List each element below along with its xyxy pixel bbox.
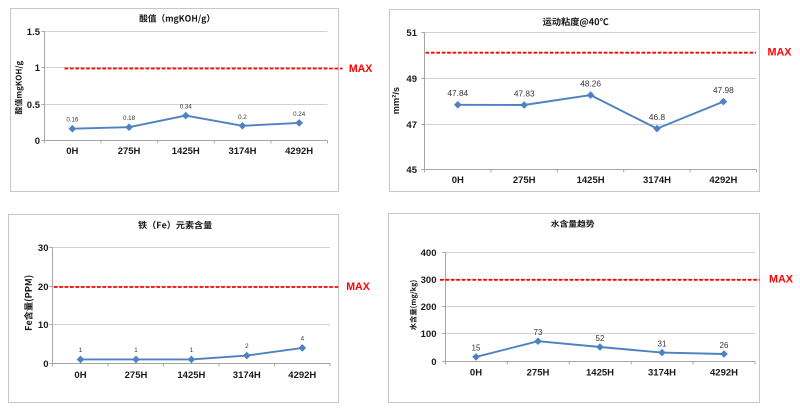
svg-text:1.5: 1.5 — [27, 27, 41, 38]
svg-text:0.2: 0.2 — [238, 114, 247, 121]
svg-text:275H: 275H — [118, 146, 141, 157]
svg-text:30: 30 — [38, 243, 49, 254]
svg-text:15: 15 — [472, 344, 481, 353]
svg-text:300: 300 — [421, 275, 437, 286]
svg-text:10: 10 — [38, 320, 49, 331]
svg-text:45: 45 — [406, 165, 417, 176]
svg-text:0.5: 0.5 — [27, 100, 41, 111]
svg-text:2: 2 — [245, 343, 249, 350]
svg-text:1: 1 — [79, 347, 83, 354]
svg-text:3174H: 3174H — [648, 368, 676, 379]
svg-text:0.24: 0.24 — [293, 111, 306, 118]
svg-text:1425H: 1425H — [586, 368, 614, 379]
svg-text:0: 0 — [431, 357, 436, 368]
svg-text:4292H: 4292H — [285, 146, 313, 157]
svg-text:mm²/s: mm²/s — [391, 87, 401, 114]
svg-text:1425H: 1425H — [577, 175, 605, 186]
svg-text:47.98: 47.98 — [713, 85, 734, 95]
svg-text:4292H: 4292H — [288, 370, 316, 381]
svg-text:52: 52 — [596, 334, 605, 343]
svg-text:1: 1 — [134, 347, 138, 354]
svg-text:275H: 275H — [527, 368, 550, 379]
svg-text:46.8: 46.8 — [649, 112, 666, 122]
svg-text:400: 400 — [421, 248, 437, 259]
svg-text:MAX: MAX — [349, 63, 373, 75]
svg-text:4292H: 4292H — [709, 175, 737, 186]
svg-text:20: 20 — [38, 282, 49, 293]
svg-text:1: 1 — [190, 347, 194, 354]
svg-text:0: 0 — [43, 359, 48, 370]
svg-text:275H: 275H — [125, 370, 148, 381]
svg-text:4: 4 — [301, 335, 305, 342]
svg-text:47: 47 — [406, 120, 417, 131]
svg-text:31: 31 — [658, 339, 667, 348]
svg-text:0.18: 0.18 — [123, 115, 136, 122]
svg-text:100: 100 — [421, 329, 437, 340]
svg-text:1425H: 1425H — [172, 146, 200, 157]
svg-text:73: 73 — [534, 328, 543, 337]
svg-text:0.16: 0.16 — [66, 117, 79, 124]
svg-text:1: 1 — [35, 63, 41, 74]
svg-text:48.26: 48.26 — [580, 79, 601, 89]
svg-text:26: 26 — [720, 341, 729, 350]
svg-text:3174H: 3174H — [228, 146, 256, 157]
svg-text:MAX: MAX — [346, 281, 370, 293]
svg-text:0H: 0H — [470, 368, 482, 379]
svg-text:3174H: 3174H — [233, 370, 261, 381]
svg-text:1425H: 1425H — [177, 370, 205, 381]
svg-text:200: 200 — [421, 302, 437, 313]
svg-text:0H: 0H — [74, 370, 86, 381]
svg-text:47.83: 47.83 — [514, 88, 535, 98]
svg-text:0H: 0H — [452, 175, 464, 186]
svg-text:MAX: MAX — [769, 274, 794, 286]
svg-text:51: 51 — [406, 28, 417, 39]
svg-text:MAX: MAX — [768, 46, 793, 58]
svg-text:4292H: 4292H — [710, 368, 738, 379]
svg-text:275H: 275H — [513, 175, 536, 186]
svg-text:3174H: 3174H — [643, 175, 671, 186]
svg-text:47.84: 47.84 — [447, 88, 468, 98]
svg-text:49: 49 — [406, 74, 417, 85]
svg-text:0: 0 — [35, 136, 40, 147]
svg-text:0.34: 0.34 — [180, 104, 193, 111]
svg-text:0H: 0H — [66, 146, 78, 157]
